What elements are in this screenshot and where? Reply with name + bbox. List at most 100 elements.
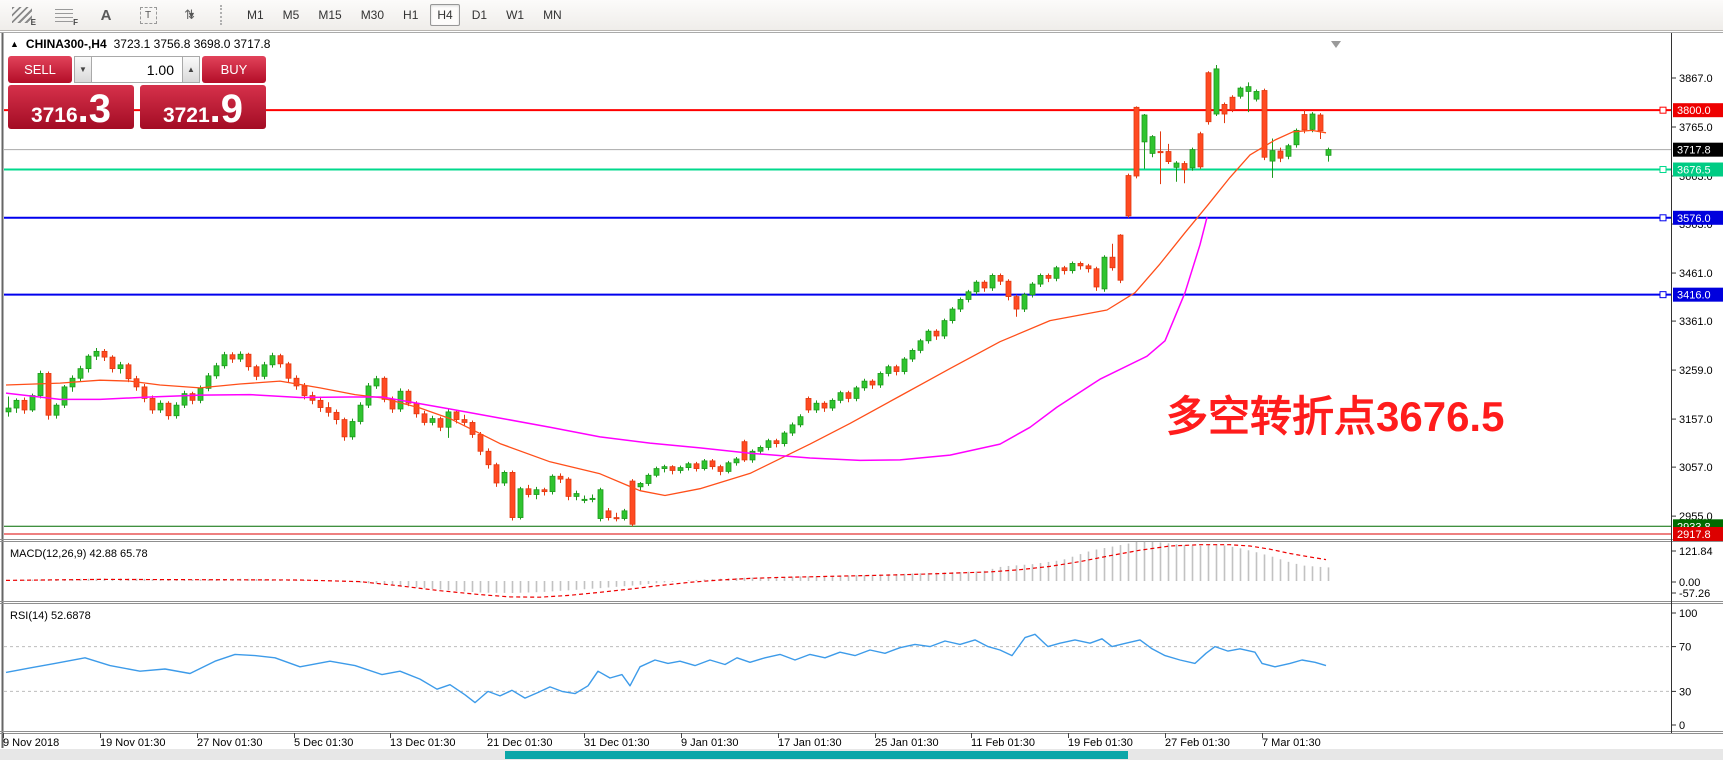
window-frame [0, 32, 1723, 748]
candle-body [613, 517, 620, 520]
candle-body [1045, 275, 1052, 279]
candle-body [381, 377, 388, 400]
tf-button-d1[interactable]: D1 [471, 8, 488, 22]
grid-glyph [55, 8, 73, 22]
tf-button-m30[interactable]: M30 [360, 8, 385, 22]
sell-price-panel[interactable]: 3716 .3 [8, 85, 134, 129]
candle-body [285, 363, 292, 379]
tf-button-w1[interactable]: W1 [506, 8, 525, 22]
candle-body [597, 489, 604, 519]
candle-body [1301, 114, 1308, 131]
candle-body [1245, 86, 1252, 92]
candle-body [373, 378, 380, 387]
svg-text:5 Dec 01:30: 5 Dec 01:30 [294, 737, 353, 749]
candle-body [1181, 163, 1188, 171]
candle-body [885, 366, 892, 374]
rsi-panel[interactable]: RSI(14) 52.6878 100 70 30 0 [4, 608, 1697, 732]
candle-body [645, 474, 652, 484]
candle-body [701, 460, 708, 469]
candle-body [685, 463, 692, 469]
svg-text:-57.26: -57.26 [1679, 588, 1710, 600]
volume-decrease-button[interactable]: ▼ [74, 56, 92, 83]
candle-body [789, 424, 796, 434]
candle-body [725, 462, 732, 472]
candle-body [965, 291, 972, 300]
candle-body [237, 353, 244, 360]
candle-body [757, 447, 764, 452]
candle-body [437, 418, 444, 428]
shift-marker-icon[interactable] [1331, 41, 1341, 48]
horizontal-level-lines[interactable] [4, 106, 1671, 535]
candle-body [1325, 149, 1332, 156]
candle-body [221, 354, 228, 367]
text-box-tool-icon[interactable]: T [134, 4, 162, 26]
svg-text:2917.8: 2917.8 [1677, 529, 1711, 541]
buy-price-panel[interactable]: 3721 .9 [140, 85, 266, 129]
candle-body [589, 497, 596, 500]
macd-panel[interactable]: MACD(12,26,9) 42.88 65.78 121.84 0.00-57.2… [5, 541, 1713, 600]
candle-body [245, 353, 252, 368]
svg-text:25 Jan 01:30: 25 Jan 01:30 [875, 737, 939, 749]
svg-text:7 Mar 01:30: 7 Mar 01:30 [1262, 737, 1321, 749]
timeframe-bar: M1 M5 M15 M30 H1 H4 D1 W1 MN [240, 4, 569, 26]
candle-body [1117, 234, 1124, 281]
svg-text:3867.0: 3867.0 [1679, 73, 1713, 85]
candle-body [1149, 136, 1156, 154]
candle-body [141, 386, 148, 399]
volume-increase-button[interactable]: ▲ [182, 56, 200, 83]
buy-button[interactable]: BUY [202, 56, 266, 83]
text-label-tool-icon[interactable]: A [100, 6, 112, 24]
candle-body [1053, 267, 1060, 279]
svg-text:100: 100 [1679, 608, 1697, 620]
tf-button-m1[interactable]: M1 [247, 8, 264, 22]
svg-text:3416.0: 3416.0 [1677, 290, 1711, 302]
candle-body [797, 416, 804, 426]
candle-body [829, 399, 836, 409]
main-toolbar: E F A T ⇅ ▼ M1 M5 M15 M30 H1 H4 D1 W1 MN [0, 0, 1723, 31]
svg-text:3765.0: 3765.0 [1679, 122, 1713, 134]
volume-input[interactable]: 1.00 [92, 56, 182, 83]
candle-body [445, 411, 452, 428]
tf-button-h4-active[interactable]: H4 [430, 4, 460, 26]
time-axis[interactable]: 9 Nov 2018 19 Nov 01:30 27 Nov 01:30 5 Dec … [3, 733, 1321, 749]
svg-text:21 Dec 01:30: 21 Dec 01:30 [487, 737, 552, 749]
collapse-icon[interactable]: ▲ [10, 39, 19, 49]
hatch-subscript: E [30, 18, 36, 27]
candle-body [1309, 113, 1316, 130]
candle-body [693, 463, 700, 469]
grid-tool-icon[interactable]: F [50, 4, 78, 27]
candle-body [549, 475, 556, 493]
price-axis-labels: 3800.03676.53576.03416.02933.82917.83717… [1673, 103, 1723, 541]
candle-body [997, 275, 1004, 282]
candle-body [29, 395, 36, 411]
svg-text:3361.0: 3361.0 [1679, 316, 1713, 328]
tf-button-m15[interactable]: M15 [318, 8, 342, 22]
candle-body [1085, 265, 1092, 270]
price-axis[interactable]: 3867.03765.03663.03563.03461.03361.03259… [1671, 73, 1713, 523]
ma-slow-line [5, 217, 1208, 462]
tf-button-h1[interactable]: H1 [403, 8, 419, 22]
svg-text:19 Nov 01:30: 19 Nov 01:30 [100, 737, 165, 749]
svg-text:3157.0: 3157.0 [1679, 414, 1713, 426]
svg-text:11 Feb 01:30: 11 Feb 01:30 [971, 737, 1035, 749]
symbol-period-label: CHINA300-,H4 [25, 37, 107, 51]
candle-body [957, 299, 964, 310]
candle-body [941, 320, 948, 337]
horizontal-scroll-indicator[interactable] [505, 751, 1128, 759]
candle-body [949, 308, 956, 322]
one-click-trading-panel: SELL ▼ 1.00 ▲ BUY 3716 .3 3721 .9 [8, 56, 266, 129]
tf-button-m5[interactable]: M5 [282, 8, 300, 22]
candle-body [781, 432, 788, 444]
candle-body [77, 368, 84, 379]
arrange-tool-icon[interactable]: ⇅ ▼ [184, 7, 196, 22]
sell-button[interactable]: SELL [8, 56, 72, 83]
candle-body [261, 364, 268, 377]
hatch-style-tool-icon[interactable]: E [8, 4, 36, 27]
tf-button-mn[interactable]: MN [543, 8, 562, 22]
svg-text:121.84: 121.84 [1679, 546, 1713, 558]
candle-body [157, 402, 164, 411]
sell-price-main: 3716 [30, 104, 78, 127]
candle-body [509, 472, 516, 518]
candle-body [677, 467, 684, 471]
